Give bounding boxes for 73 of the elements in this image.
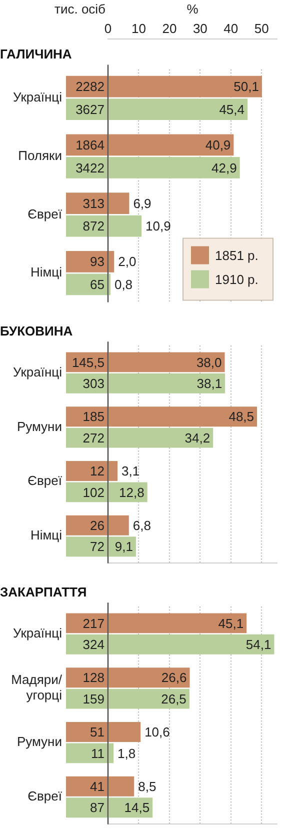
chart-title: ЗАКАРПАТТЯ xyxy=(0,584,87,600)
x-tick-label: 0 xyxy=(104,20,112,36)
text: 72 xyxy=(90,539,104,554)
text: 872 xyxy=(82,218,104,234)
data-label: 3,1 xyxy=(122,464,140,479)
text: 313 xyxy=(82,196,104,211)
data-label: 38,0 xyxy=(196,354,222,370)
y-tick-label: Євреї xyxy=(28,473,62,488)
data-label: 42,9 xyxy=(212,160,237,176)
text: 2282 xyxy=(76,79,104,94)
data-label: 0,8 xyxy=(114,276,133,292)
data-label: 54,1 xyxy=(246,636,272,652)
x-tick-label: 40 xyxy=(224,20,238,36)
text: 11 xyxy=(91,746,104,761)
y-tick-label: Євреї xyxy=(28,206,62,222)
text: 102 xyxy=(82,484,104,500)
data-label: 40,9 xyxy=(205,138,231,153)
text: 1864 xyxy=(76,138,104,153)
x-tick-label: 10 xyxy=(131,20,146,36)
text: 324 xyxy=(82,636,104,652)
chart-title: БУКОВИНА xyxy=(0,323,74,338)
data-label: 34,2 xyxy=(184,430,210,446)
y-tick-label: Мадяри/угорці xyxy=(11,672,62,703)
data-label: 48,5 xyxy=(228,409,254,424)
data-label: 6,8 xyxy=(132,518,151,533)
text: 185 xyxy=(82,409,104,424)
y-tick-label: Поляки xyxy=(18,148,62,163)
text: 3627 xyxy=(76,102,104,117)
text: 3422 xyxy=(76,160,104,176)
data-label: 26,6 xyxy=(161,670,187,686)
text: 217 xyxy=(82,616,104,631)
text: 12 xyxy=(90,464,104,479)
data-label: 26,5 xyxy=(161,691,186,706)
x-tick-label: 30 xyxy=(192,20,208,36)
text: 87 xyxy=(90,800,104,816)
text: тис. осіб xyxy=(54,2,106,17)
y-tick-label: Румуни xyxy=(16,418,62,434)
text: 272 xyxy=(82,430,104,446)
y-tick-label: Євреї xyxy=(28,788,62,804)
data-label: 45,1 xyxy=(218,616,244,631)
data-label: 6,9 xyxy=(133,196,152,211)
text: 159 xyxy=(82,691,104,706)
data-label: 50,1 xyxy=(234,79,259,94)
text: 303 xyxy=(82,376,104,391)
y-tick-label: Українці xyxy=(13,625,62,640)
y-tick-label: Румуни xyxy=(16,734,62,750)
data-label: 9,1 xyxy=(114,539,133,554)
chart-title: ГАЛИЧИНА xyxy=(0,46,72,62)
data-label: 2,0 xyxy=(118,254,136,270)
legend-label: 1910 р. xyxy=(215,272,258,287)
y-tick-label: Німці xyxy=(30,264,62,280)
data-label: 1,8 xyxy=(118,746,136,761)
y-tick-label: Українці xyxy=(13,90,62,105)
x-tick-label: 20 xyxy=(162,20,177,36)
text: 93 xyxy=(90,254,104,270)
data-label: 8,5 xyxy=(138,778,156,794)
data-label: 14,5 xyxy=(124,800,150,816)
text: 145,5 xyxy=(72,354,104,370)
y-tick-label: Німці xyxy=(30,528,62,543)
data-label: 38,1 xyxy=(196,376,222,391)
legend-label: 1851 р. xyxy=(215,248,258,263)
x-tick-label: 50 xyxy=(254,20,269,36)
data-label: 12,8 xyxy=(119,484,144,500)
text: 41 xyxy=(90,778,104,794)
text: 128 xyxy=(82,670,104,686)
x-axis-title: % xyxy=(186,1,199,16)
data-label: 45,4 xyxy=(219,102,244,117)
data-label: 10,6 xyxy=(144,724,170,740)
y-tick-label: Українці xyxy=(13,364,62,380)
text: 65 xyxy=(90,276,104,292)
text: 26 xyxy=(90,518,104,533)
data-label: 10,9 xyxy=(145,218,171,234)
text: 51 xyxy=(90,724,104,740)
